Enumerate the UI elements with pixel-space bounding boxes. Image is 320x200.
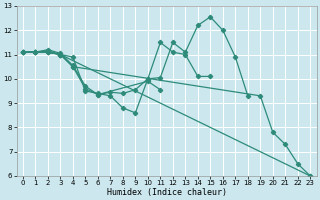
X-axis label: Humidex (Indice chaleur): Humidex (Indice chaleur) xyxy=(107,188,227,197)
